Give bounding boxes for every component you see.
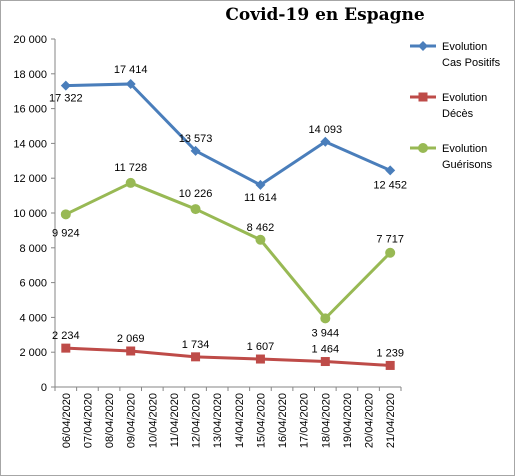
data-label: 1 239 [376,347,404,359]
data-label: 11 614 [244,192,277,204]
data-label: 11 728 [114,162,147,174]
x-tick-label: 09/04/2020 [126,393,138,448]
data-point-marker [255,234,266,245]
legend: Evolution Cas Positifs Evolution Décès Evolu… [410,41,501,171]
y-tick-label: 2 000 [19,347,47,359]
x-tick-label: 21/04/2020 [385,393,397,448]
y-tick-label: 18 000 [13,69,47,81]
legend-marker [418,92,428,102]
y-tick-label: 0 [41,382,47,394]
series-layer [60,78,396,370]
data-point-marker [320,357,330,367]
data-label: 1 734 [182,339,210,351]
legend-label: Evolution [442,143,487,155]
data-label: 2 069 [117,333,145,345]
legend-marker [418,41,428,51]
axes: 0 2 000 4 000 6 000 8 000 10 000 12 000 14 000 1… [13,34,402,448]
data-point-marker [385,360,395,370]
y-tick-label: 4 000 [19,312,47,324]
data-point-marker [385,165,396,176]
data-point-marker [60,80,71,91]
y-tick-label: 14 000 [13,138,47,150]
legend-label: Evolution [442,41,487,53]
data-label: 1 464 [312,344,340,356]
y-tick-label: 10 000 [13,208,47,220]
data-point-marker [190,204,201,215]
data-labels-layer: 17 322 17 414 13 573 11 614 14 093 12 452 2 23… [49,64,407,359]
x-tick-label: 16/04/2020 [277,393,289,448]
data-label: 1 607 [247,341,275,353]
data-point-marker [385,247,396,258]
x-tick-label: 17/04/2020 [299,393,311,448]
series-line [65,346,391,367]
x-tick-label: 06/04/2020 [61,393,73,448]
data-label: 17 322 [49,93,83,105]
data-point-marker [60,209,71,220]
x-tick-label: 13/04/2020 [212,393,224,448]
y-tick-label: 20 000 [13,34,47,46]
x-tick-label: 08/04/2020 [104,393,116,448]
data-label: 13 573 [179,133,213,145]
x-tick-label: 20/04/2020 [364,393,376,448]
legend-marker [418,143,428,153]
legend-label: Cas Positifs [442,57,501,69]
data-point-marker [255,354,265,364]
data-point-marker [320,313,331,324]
legend-label: Décès [442,108,474,120]
data-point-marker [255,179,266,190]
legend-label: Guérisons [442,159,493,171]
x-tick-label: 07/04/2020 [82,393,94,448]
data-label: 7 717 [376,234,404,246]
x-tick-label: 18/04/2020 [320,393,332,448]
y-tick-label: 6 000 [19,278,47,290]
chart-title: Covid-19 en Espagne [225,5,424,25]
legend-label: Evolution [442,92,487,104]
x-tick-label: 15/04/2020 [255,393,267,448]
x-tick-label: 11/04/2020 [169,393,181,447]
data-point-marker [126,346,136,356]
y-tick-label: 12 000 [13,173,47,185]
series-line [65,181,392,320]
data-label: 3 944 [312,327,340,339]
x-tick-label: 19/04/2020 [342,393,354,448]
data-label: 12 452 [373,179,407,191]
data-label: 9 924 [52,227,80,239]
y-tick-label: 8 000 [19,243,47,255]
data-label: 10 226 [179,188,213,200]
data-label: 17 414 [114,64,148,76]
data-point-marker [191,352,201,362]
x-tick-label: 10/04/2020 [147,393,159,448]
data-label: 2 234 [52,330,80,342]
y-tick-label: 16 000 [13,104,47,116]
data-label: 14 093 [308,124,342,136]
data-point-marker [190,145,201,156]
data-point-marker [61,343,71,353]
data-point-marker [125,177,136,188]
x-tick-label: 14/04/2020 [234,393,246,448]
x-tick-label: 12/04/2020 [191,393,203,448]
data-label: 8 462 [247,222,275,234]
series-line [65,82,391,187]
data-point-marker [320,136,331,147]
data-point-marker [125,78,136,89]
